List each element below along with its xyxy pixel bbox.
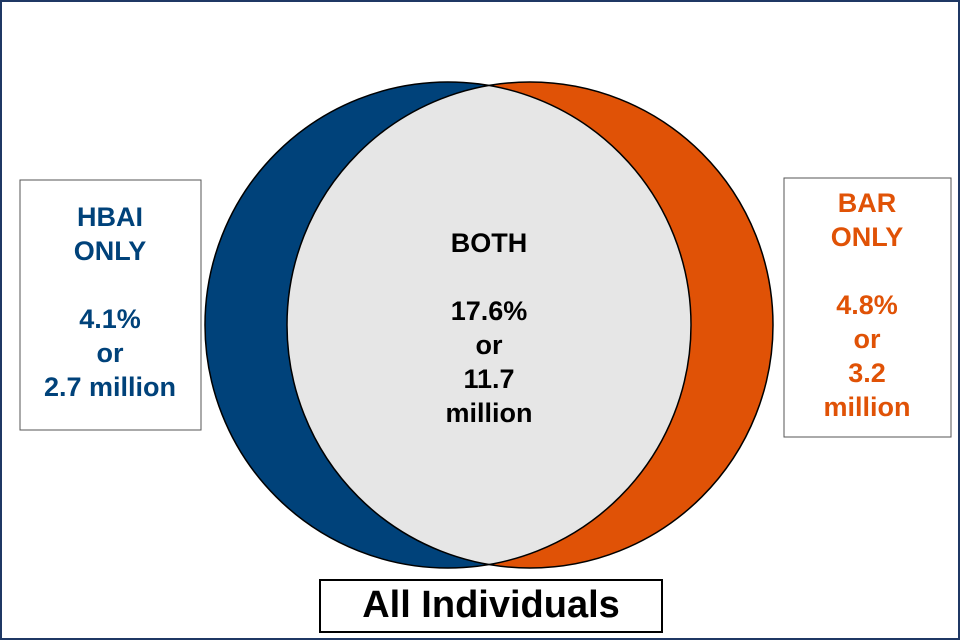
right-box (783, 177, 952, 438)
text-line: 3.2 (848, 358, 886, 388)
left-text: HBAI ONLY 4.1% or 2.7 million (44, 202, 176, 402)
text-line: or (854, 324, 881, 354)
footer-box (319, 579, 663, 633)
text-line: 2.7 million (44, 372, 176, 402)
footer-title: All Individuals (362, 584, 620, 626)
hbai-outline (204, 81, 692, 569)
text-line: 4.8% (836, 290, 898, 320)
text-line: ONLY (831, 222, 904, 252)
left-box (19, 179, 202, 431)
center-text: BOTH 17.6% or 11.7 million (446, 228, 533, 428)
text-line: or (476, 330, 503, 360)
text-line: BAR (838, 188, 897, 218)
overlap (287, 82, 691, 568)
text-line: 4.1% (79, 304, 141, 334)
bar-outline (286, 81, 774, 569)
text-line: or (97, 338, 124, 368)
text-line: 11.7 (463, 364, 514, 394)
right-text: BAR ONLY 4.8% or 3.2 million (824, 188, 911, 422)
text-line: ONLY (74, 236, 147, 266)
text-line: million (446, 398, 533, 428)
text-line: HBAI (77, 202, 143, 232)
text-line: million (824, 392, 911, 422)
text-line: 17.6% (451, 296, 528, 326)
text-line: BOTH (451, 228, 528, 258)
